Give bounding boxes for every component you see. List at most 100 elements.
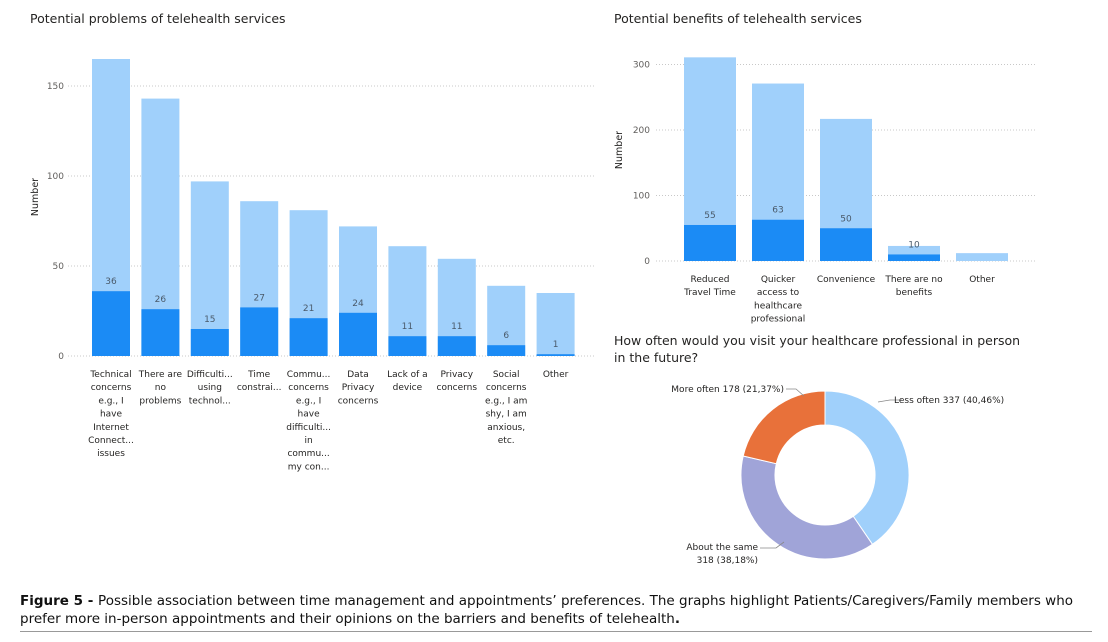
problems-bar-subset	[339, 312, 377, 356]
benefits-data-label: 55	[704, 211, 715, 221]
problems-category-label: constrai...	[237, 383, 282, 393]
benefits-y-axis-label: Number	[614, 131, 625, 169]
benefits-bar-subset	[888, 254, 940, 261]
problems-bar-subset	[388, 336, 427, 356]
problems-bar-total	[536, 293, 575, 356]
problems-data-label: 24	[352, 299, 364, 309]
benefits-bar-subset	[752, 219, 804, 261]
problems-category-label: e.g., I am	[485, 396, 528, 406]
problems-category-label: Privacy	[441, 370, 474, 380]
problems-data-label: 11	[402, 322, 413, 332]
problems-category-label: no	[155, 383, 167, 393]
problems-category-label: shy, I am	[486, 410, 527, 420]
problems-bar-subset	[240, 307, 279, 356]
less-often-data-label: Less often 337 (40,46%)	[894, 396, 1004, 406]
donut-title-line-1: How often would you visit your healthcar…	[614, 333, 1021, 348]
problems-category-label: Lack of a	[387, 370, 428, 380]
less-often-leader-line	[877, 399, 902, 403]
benefits-bar-subset	[684, 224, 736, 261]
problems-bar-subset	[141, 309, 180, 356]
problems-y-tick-label: 150	[47, 82, 64, 92]
benefits-y-tick-label: 100	[633, 192, 650, 202]
benefits-category-label: healthcare	[754, 301, 802, 311]
benefits-bar-chart: 0 100 200 300 Number 55 Reduced Travel Time 63 Qu…	[614, 57, 1036, 325]
benefits-category-label: Convenience	[817, 275, 876, 285]
problems-category-label: Difficulti...	[187, 370, 233, 380]
donut-title-line-2: in the future?	[614, 350, 699, 365]
benefits-y-tick-label: 0	[644, 257, 650, 267]
about-same-data-label-line-2: 318 (38,18%)	[697, 556, 758, 566]
problems-category-label: Connect...	[88, 436, 134, 446]
problems-category-label: concerns	[437, 383, 478, 393]
about-same-data-label-line-1: About the same	[686, 543, 758, 553]
caption-divider	[20, 631, 1092, 632]
problems-category-label: technol...	[189, 396, 231, 406]
problems-bar-subset	[536, 354, 575, 356]
benefits-category-label: benefits	[896, 288, 933, 298]
problems-category-label: e.g., I	[296, 396, 321, 406]
problems-bar-subset	[289, 318, 328, 356]
problems-category-label: in	[304, 436, 312, 446]
donut-slice-more-often	[742, 390, 826, 465]
caption-label: Figure 5 -	[20, 593, 99, 609]
problems-category-label: concerns	[91, 383, 132, 393]
benefits-chart-title: Potential benefits of telehealth service…	[614, 11, 862, 26]
problems-category-label: concerns	[288, 383, 329, 393]
problems-data-label: 1	[553, 340, 559, 350]
problems-category-label: e.g., I	[98, 396, 123, 406]
benefits-data-label: 50	[840, 214, 852, 224]
problems-data-label: 11	[451, 322, 462, 332]
more-often-data-label: More often 178 (21,37%)	[671, 385, 784, 395]
benefits-category-label: Reduced	[690, 275, 729, 285]
problems-bar-total	[487, 285, 526, 356]
problems-y-axis-label: Number	[30, 178, 41, 216]
problems-category-label: problems	[139, 396, 181, 406]
more-often-leader-line	[786, 388, 805, 397]
benefits-y-tick-label: 200	[633, 126, 650, 136]
problems-category-label: Time	[247, 370, 270, 380]
problems-category-label: have	[298, 410, 321, 420]
benefits-category-label: Travel Time	[683, 288, 736, 298]
problems-category-label: concerns	[338, 396, 379, 406]
benefits-category-label: professional	[751, 315, 806, 325]
benefits-bar-subset	[820, 228, 872, 261]
problems-y-tick-label: 50	[53, 262, 65, 272]
problems-category-label: concerns	[486, 383, 527, 393]
problems-bar-total	[190, 181, 229, 356]
problems-data-label: 36	[105, 277, 117, 287]
problems-category-label: Data	[347, 370, 369, 380]
problems-category-label: Social	[493, 370, 520, 380]
problems-category-label: etc.	[498, 436, 515, 446]
problems-category-label: There are	[138, 370, 183, 380]
benefits-bar-total	[956, 253, 1008, 261]
caption-end: .	[674, 611, 680, 627]
problems-category-label: anxious,	[487, 423, 525, 433]
donut-slice-less-often	[824, 390, 910, 546]
problems-category-label: Commu...	[287, 370, 331, 380]
problems-category-label: have	[100, 410, 123, 420]
problems-chart-title: Potential problems of telehealth service…	[30, 11, 286, 26]
problems-data-label: 26	[155, 295, 167, 305]
donut-chart-title: How often would you visit your healthcar…	[614, 332, 1054, 366]
problems-data-label: 15	[204, 315, 215, 325]
benefits-category-label: Other	[969, 275, 995, 285]
figure-caption: Figure 5 - Possible association between …	[20, 592, 1090, 628]
problems-data-label: 21	[303, 304, 314, 314]
problems-category-label: issues	[97, 449, 125, 459]
problems-category-label: Privacy	[342, 383, 375, 393]
problems-category-label: my con...	[288, 462, 330, 472]
problems-category-label: using	[198, 383, 222, 393]
problems-y-tick-label: 100	[47, 172, 64, 182]
donut-slice-about-the-same	[740, 455, 874, 560]
problems-bar-subset	[487, 345, 526, 356]
caption-text: Possible association between time manage…	[20, 593, 1074, 627]
problems-category-label: commu...	[287, 449, 329, 459]
problems-category-label: Technical	[89, 370, 131, 380]
benefits-data-label: 10	[908, 240, 920, 250]
problems-bar-subset	[190, 329, 229, 356]
problems-category-label: Internet	[93, 423, 129, 433]
benefits-data-label: 63	[772, 206, 783, 216]
problems-bar-subset	[92, 291, 130, 356]
problems-category-label: device	[393, 383, 423, 393]
visit-frequency-donut-chart: Less often 337 (40,46%) About the same 318…	[671, 385, 1004, 566]
